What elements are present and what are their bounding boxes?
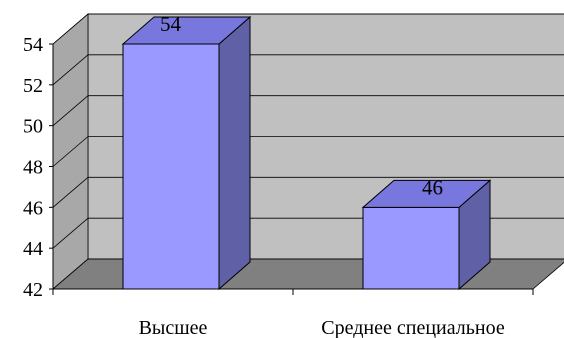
gridline-side [52,54,89,86]
bar [361,179,492,291]
y-tick-label: 50 [23,116,43,138]
y-tick-label: 42 [23,279,43,301]
y-tick-label: 54 [23,34,43,56]
bar [121,15,252,291]
gridline-side [52,95,89,126]
y-tick-label: 44 [23,238,43,260]
bars [121,15,492,291]
y-tick-label: 46 [23,197,43,219]
bar-top [121,16,252,45]
y-tick-label: 48 [23,157,43,179]
bar-side [218,15,251,291]
category-label: Среднее специальное [321,317,505,338]
bar-top [361,179,492,208]
bar-front [122,43,220,290]
data-label: 46 [422,175,443,199]
gridline-side [52,177,89,208]
bar-front [362,206,460,290]
category-label: Высшее [139,317,208,338]
gridline-side [52,217,89,249]
data-label: 54 [160,12,182,36]
gridline-side [52,136,89,167]
y-tick-label: 52 [23,75,43,97]
gridline-side [52,258,89,290]
gridline-side [52,13,89,45]
labels: 42 44 46 48 50 52 54 54 Высшее 46 Среднее специаль… [23,12,505,338]
